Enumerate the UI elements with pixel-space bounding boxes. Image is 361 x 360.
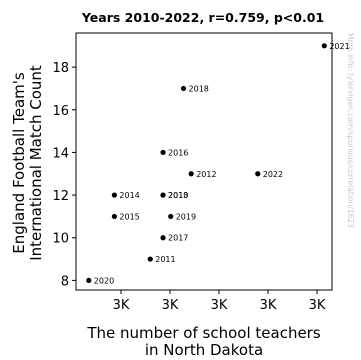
watermark: More info: tylervigen.com/spurious/corre… <box>346 33 355 228</box>
data-point <box>188 171 194 177</box>
y-tick-label: 10 <box>52 232 69 247</box>
chart-title: Years 2010-2022, r=0.759, p<0.01 <box>81 10 324 25</box>
data-point-label: 2022 <box>263 170 283 179</box>
data-point <box>321 43 327 49</box>
x-tick-label: 3K <box>211 298 228 313</box>
data-point <box>255 171 261 177</box>
data-point-label: 2010 <box>168 191 188 200</box>
data-points: 2010 2011 2012 2013 2014 2015 2016 2017 2018 2019… <box>86 42 350 285</box>
x-tick-label: 3K <box>260 298 277 313</box>
data-point-label: 2013 <box>168 191 188 200</box>
data-point-label: 2018 <box>189 84 209 93</box>
data-point-label: 2015 <box>119 212 139 221</box>
y-axis-label: England Football Team's International Ma… <box>10 65 45 261</box>
data-point <box>147 256 153 262</box>
x-tick-label: 3K <box>113 298 130 313</box>
data-point-label: 2012 <box>196 170 216 179</box>
data-point-label: 2017 <box>168 234 188 243</box>
data-point-label: 2019 <box>176 212 196 221</box>
y-tick-label: 14 <box>52 146 69 161</box>
data-point-label: 2014 <box>119 191 139 200</box>
data-point-label: 2011 <box>155 255 175 264</box>
x-axis-label: The number of school teachers in North D… <box>86 324 321 359</box>
x-tick-label: 3K <box>162 298 179 313</box>
y-tick-label: 16 <box>52 104 69 119</box>
data-point <box>160 192 166 198</box>
data-point <box>168 213 174 220</box>
plot-frame <box>75 32 333 291</box>
data-point <box>111 192 117 198</box>
data-point-label: 2021 <box>329 42 349 51</box>
y-tick-label: 18 <box>52 61 69 76</box>
x-tick-label: 3K <box>309 298 326 313</box>
y-tick-label: 8 <box>61 274 69 289</box>
x-ticks: 3K 3K 3K 3K 3K <box>113 290 326 313</box>
y-axis-label-line-1: England Football Team's <box>10 72 28 254</box>
data-point <box>111 213 117 220</box>
data-point-label: 2020 <box>94 276 114 285</box>
x-axis-label-line-2: in North Dakota <box>145 341 263 359</box>
y-axis-label-line-2: International Match Count <box>27 65 45 261</box>
data-point <box>86 277 92 284</box>
x-axis-label-line-1: The number of school teachers <box>86 324 321 342</box>
data-point <box>160 149 166 156</box>
data-point <box>180 85 187 92</box>
data-point <box>160 235 166 241</box>
y-ticks: 8 10 12 14 16 18 <box>52 61 76 289</box>
data-point-label: 2016 <box>168 148 188 157</box>
y-tick-label: 12 <box>52 189 69 204</box>
